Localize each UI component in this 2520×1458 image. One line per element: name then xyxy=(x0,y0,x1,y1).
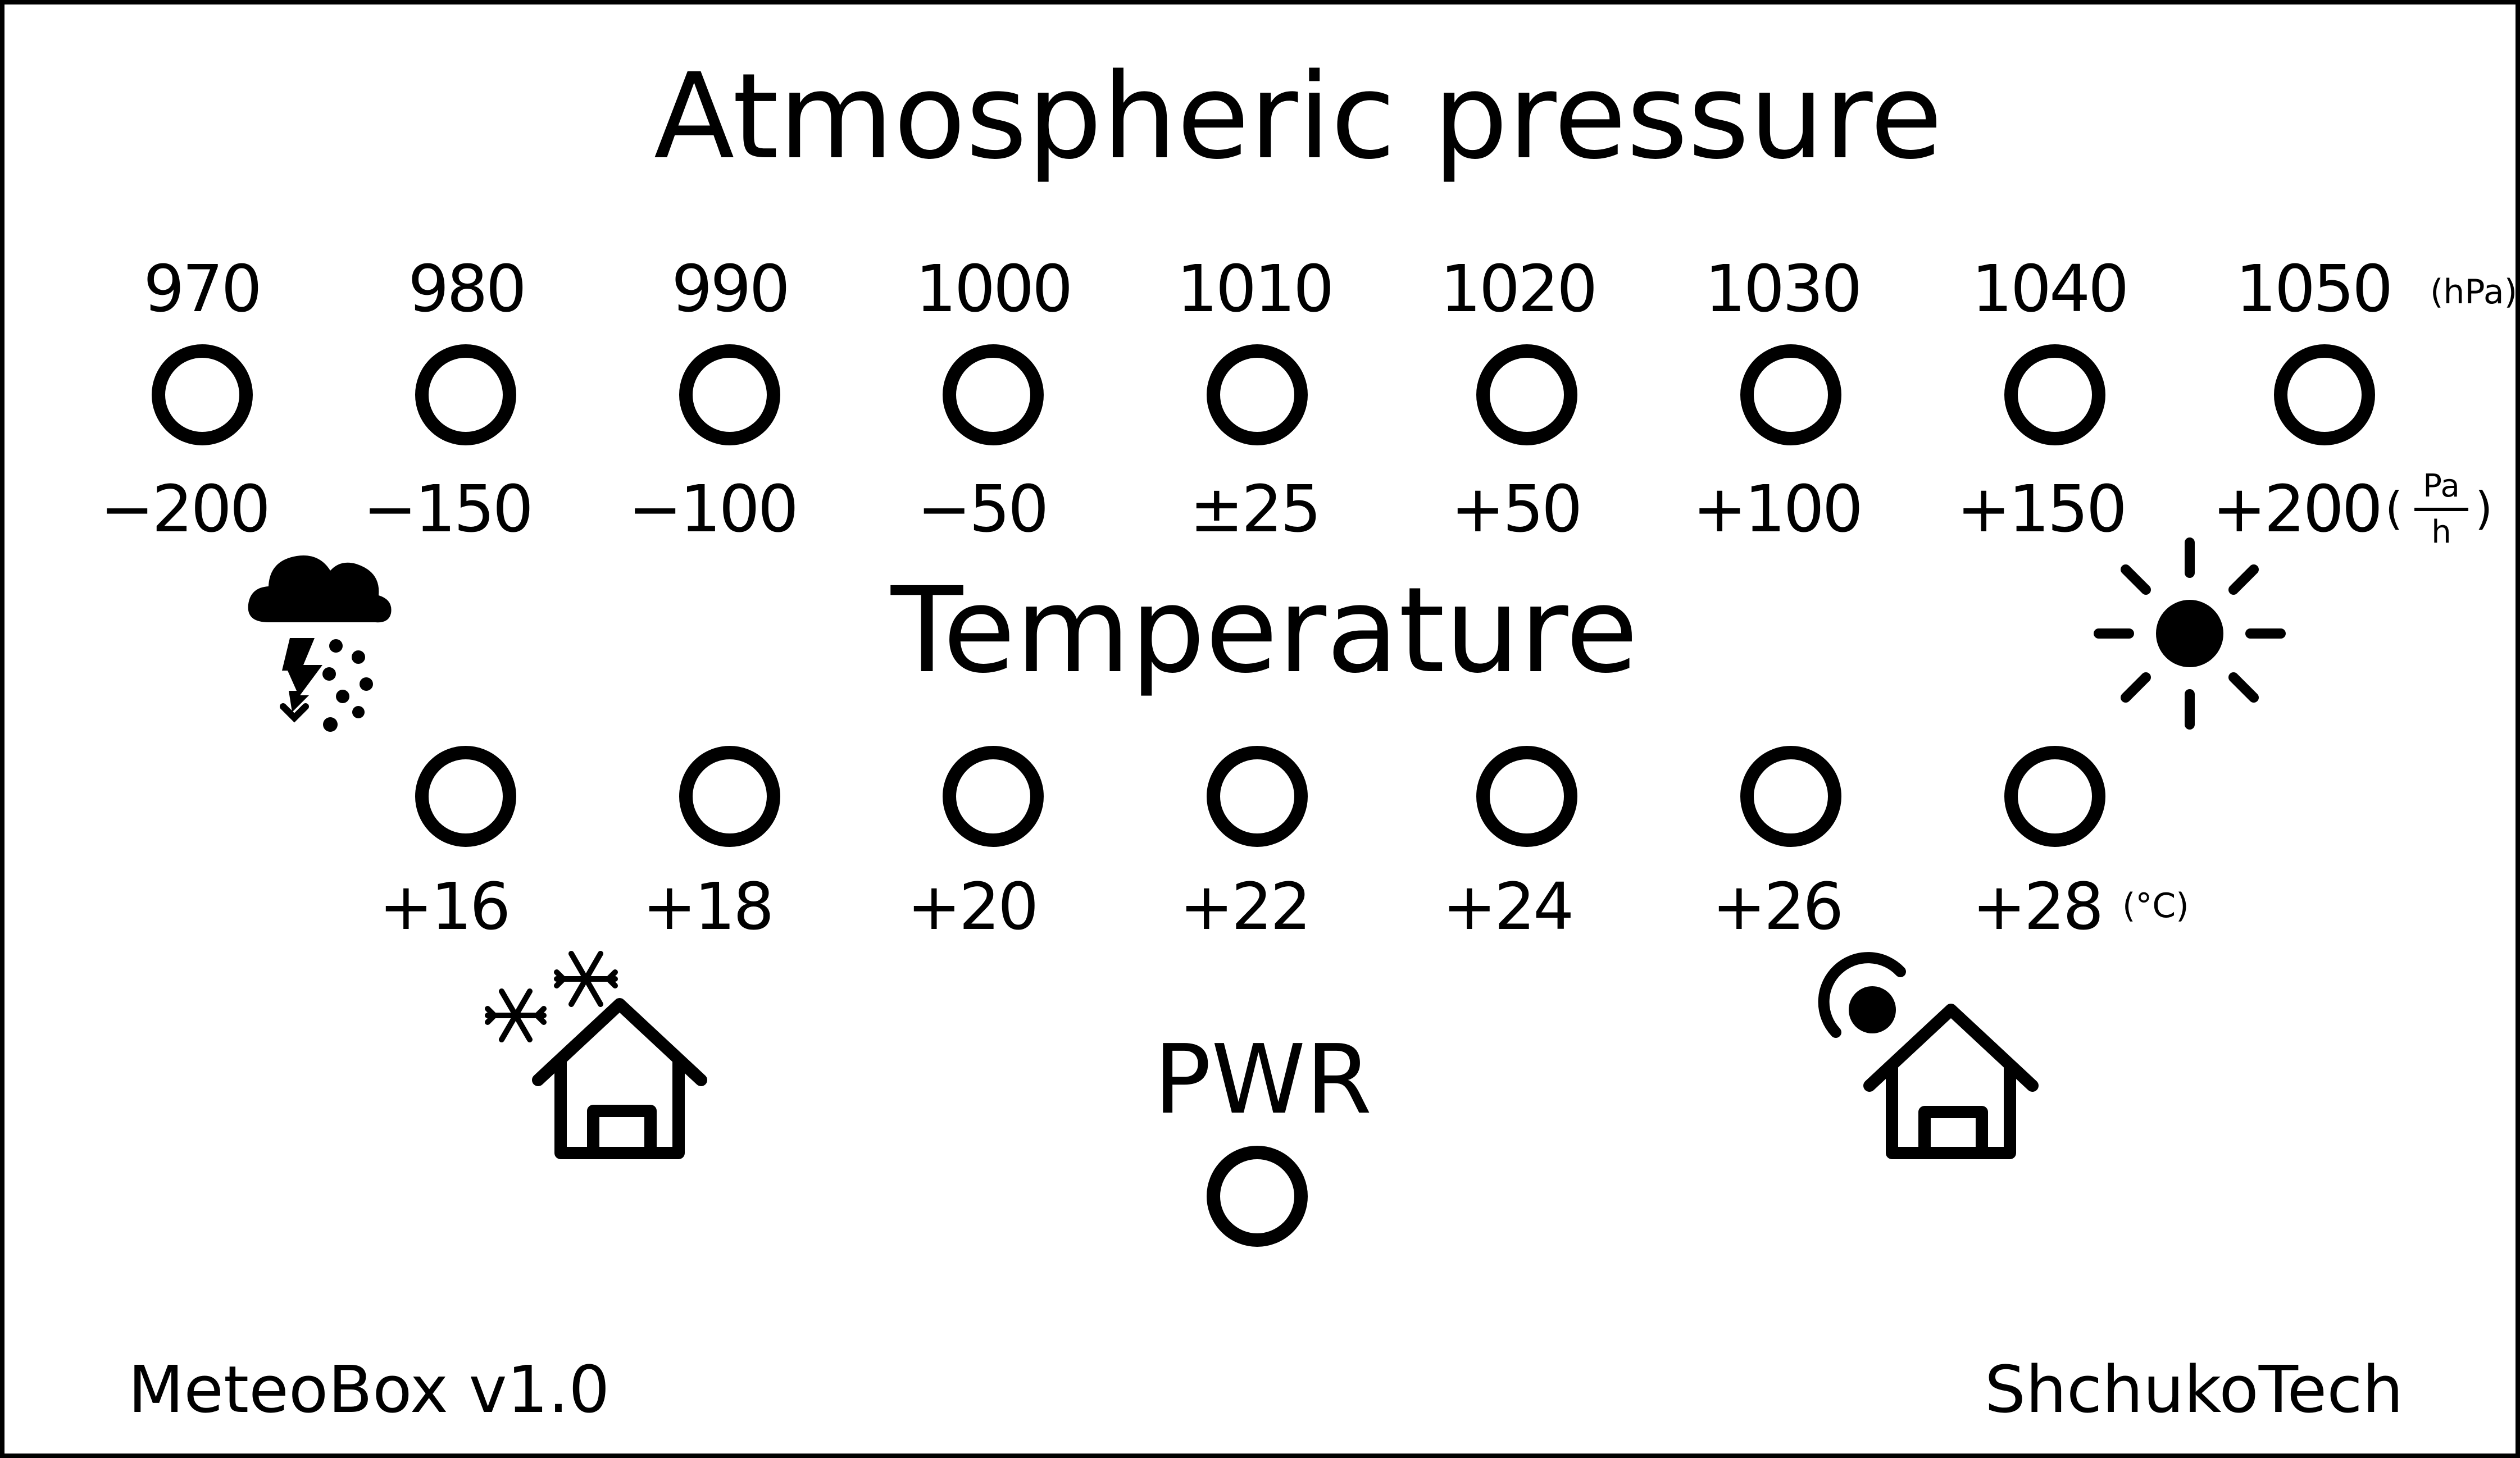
pressure-led-1010 xyxy=(1207,344,1308,445)
temperature-label: +28 xyxy=(1972,869,2104,945)
warm-house-icon xyxy=(1818,952,2039,1159)
pressure-led-1020 xyxy=(1476,344,1577,445)
pressure-trend-label: +200 xyxy=(2212,472,2383,547)
pressure-led-1000 xyxy=(943,344,1044,445)
pressure-trend-label: +150 xyxy=(1957,472,2127,547)
temperature-led-22 xyxy=(1207,746,1308,847)
pressure-trend-label: +100 xyxy=(1693,472,1863,547)
model-name: MeteoBox v1.0 xyxy=(128,1352,610,1428)
trend-unit-numerator: Pa xyxy=(2423,468,2460,504)
temperature-led-24 xyxy=(1476,746,1577,847)
temperature-label: +24 xyxy=(1442,869,1575,945)
temperature-label: +26 xyxy=(1712,869,1844,945)
pressure-led-980 xyxy=(415,344,516,445)
pressure-led-970 xyxy=(152,344,253,445)
temperature-led-16 xyxy=(415,746,516,847)
pressure-trend-label: +50 xyxy=(1450,472,1583,547)
pressure-led-990 xyxy=(679,344,780,445)
pressure-label: 1010 xyxy=(1176,252,1335,327)
pressure-label: 970 xyxy=(143,252,262,327)
pressure-led-1030 xyxy=(1740,344,1841,445)
paren-open: ( xyxy=(2385,482,2403,535)
temperature-label: +22 xyxy=(1179,869,1312,945)
pressure-label: 1030 xyxy=(1704,252,1863,327)
pressure-trend-label: −150 xyxy=(363,472,534,547)
pressure-trend-label: −100 xyxy=(628,472,799,547)
temperature-label: +18 xyxy=(642,869,775,945)
temperature-title: Temperature xyxy=(890,562,1639,699)
pressure-label: 1000 xyxy=(915,252,1073,327)
temperature-label: +20 xyxy=(907,869,1039,945)
temperature-led-20 xyxy=(943,746,1044,847)
temperature-led-18 xyxy=(679,746,780,847)
pressure-label: 1020 xyxy=(1440,252,1598,327)
pressure-label: 1040 xyxy=(1971,252,2130,327)
power-label: PWR xyxy=(1153,1024,1372,1136)
maker-name: ShchukoTech xyxy=(1985,1352,2404,1428)
temperature-led-28 xyxy=(2004,746,2105,847)
pressure-title: Atmospheric pressure xyxy=(653,48,1943,185)
pressure-label: 1050 xyxy=(2235,252,2394,327)
storm-cloud-icon xyxy=(248,555,392,732)
temperature-unit: (°C) xyxy=(2122,886,2189,926)
trend-unit-denominator: h xyxy=(2431,514,2451,550)
temperature-led-26 xyxy=(1740,746,1841,847)
sun-icon xyxy=(2094,537,2286,730)
pressure-label: 990 xyxy=(671,252,790,327)
pressure-unit: (hPa) xyxy=(2430,272,2518,312)
paren-close: ) xyxy=(2475,482,2493,535)
pressure-trend-label: −50 xyxy=(917,472,1049,547)
temperature-label: +16 xyxy=(379,869,511,945)
pressure-led-1040 xyxy=(2004,344,2105,445)
pressure-trend-label: ±25 xyxy=(1189,472,1322,547)
pressure-label: 980 xyxy=(408,252,527,327)
cold-house-icon xyxy=(485,951,707,1159)
power-led xyxy=(1207,1146,1308,1247)
pressure-led-1050 xyxy=(2274,344,2375,445)
pressure-trend-label: −200 xyxy=(100,472,271,547)
fraction-bar xyxy=(2414,508,2468,511)
